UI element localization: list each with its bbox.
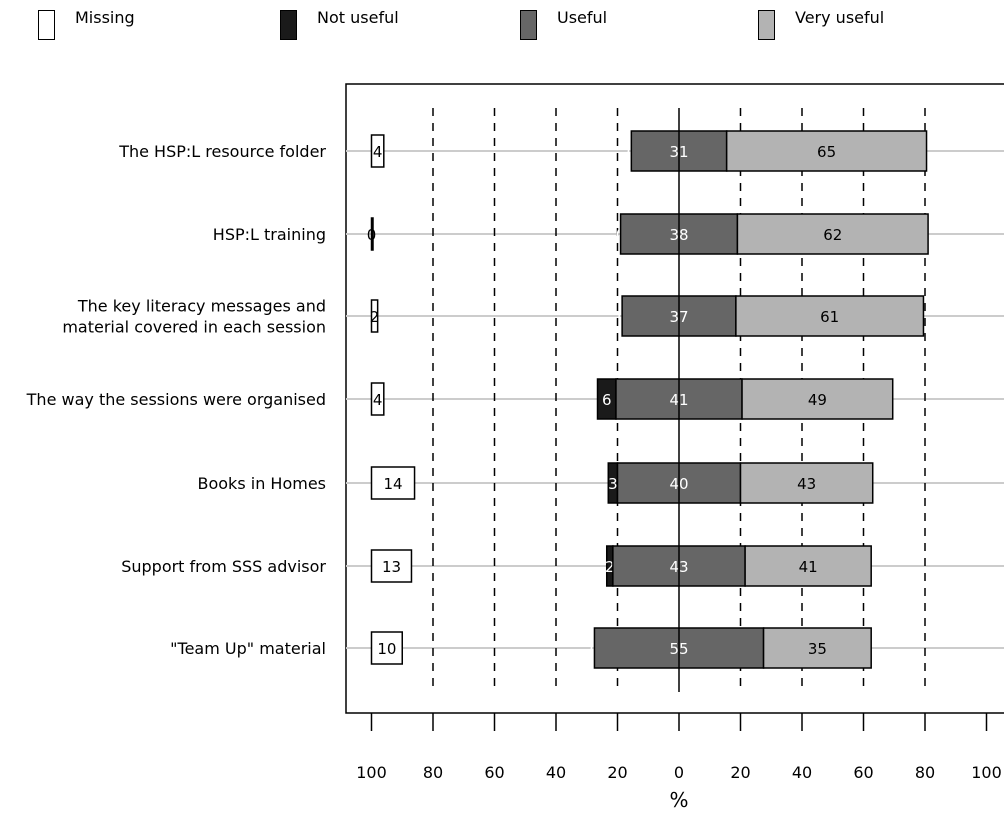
legend-swatch-not-useful — [280, 10, 297, 40]
bar-very-useful — [736, 213, 929, 255]
x-tick-label: 40 — [792, 763, 812, 782]
x-axis-title: % — [669, 788, 688, 812]
data-label-very-useful: 41 — [799, 558, 818, 576]
x-tick-label: 60 — [484, 763, 504, 782]
data-label-missing: 4 — [373, 143, 383, 161]
data-label-missing: 0 — [367, 226, 377, 244]
bar-missing — [370, 549, 413, 583]
category-label: Support from SSS advisor — [121, 557, 326, 576]
data-label-not-useful: 6 — [602, 391, 612, 409]
data-label-not-useful: 2 — [605, 558, 615, 576]
legend-label-not-useful: Not useful — [317, 8, 399, 27]
bar-very-useful — [739, 462, 874, 504]
legend-swatch-very-useful — [758, 10, 775, 40]
category-label: The HSP:L resource folder — [118, 142, 326, 161]
x-tick-label: 100 — [971, 763, 1002, 782]
x-tick-label: 0 — [674, 763, 684, 782]
data-label-very-useful: 49 — [808, 391, 827, 409]
bar-very-useful — [741, 378, 894, 420]
data-label-very-useful: 65 — [817, 143, 836, 161]
category-label: The key literacy messages and — [77, 297, 326, 316]
category-label: material covered in each session — [62, 318, 326, 337]
category-label: "Team Up" material — [170, 639, 326, 658]
bar-missing — [370, 134, 385, 168]
legend-swatch-missing — [38, 10, 55, 40]
bar-very-useful — [762, 627, 872, 669]
x-tick-label: 40 — [546, 763, 566, 782]
data-label-missing: 14 — [383, 475, 402, 493]
data-label-not-useful: 3 — [608, 475, 618, 493]
category-label: The way the sessions were organised — [26, 390, 326, 409]
data-label-very-useful: 35 — [808, 640, 827, 658]
bar-very-useful — [735, 295, 925, 337]
x-tick-label: 60 — [853, 763, 873, 782]
data-label-missing: 10 — [377, 640, 396, 658]
x-tick-label: 80 — [423, 763, 443, 782]
data-label-very-useful: 62 — [823, 226, 842, 244]
data-label-very-useful: 43 — [797, 475, 816, 493]
data-label-missing: 4 — [373, 391, 383, 409]
x-tick-label: 20 — [607, 763, 627, 782]
bar-very-useful — [744, 545, 872, 587]
legend-label-very-useful: Very useful — [795, 8, 885, 27]
x-tick-label: 20 — [730, 763, 750, 782]
x-tick-label: 100 — [356, 763, 387, 782]
bar-very-useful — [725, 130, 928, 172]
legend: Missing Not useful Useful Very useful — [0, 0, 1004, 50]
data-label-missing: 2 — [370, 308, 380, 326]
bar-missing — [370, 631, 403, 665]
legend-label-missing: Missing — [75, 8, 135, 27]
bar-missing — [370, 299, 379, 333]
legend-label-useful: Useful — [557, 8, 608, 27]
bar-missing — [370, 466, 416, 500]
data-label-very-useful: 61 — [820, 308, 839, 326]
bar-missing — [370, 217, 374, 251]
data-label-missing: 13 — [382, 558, 401, 576]
x-tick-label: 80 — [915, 763, 935, 782]
category-label: HSP:L training — [213, 225, 326, 244]
category-label: Books in Homes — [198, 474, 327, 493]
bar-missing — [370, 382, 385, 416]
legend-swatch-useful — [520, 10, 537, 40]
